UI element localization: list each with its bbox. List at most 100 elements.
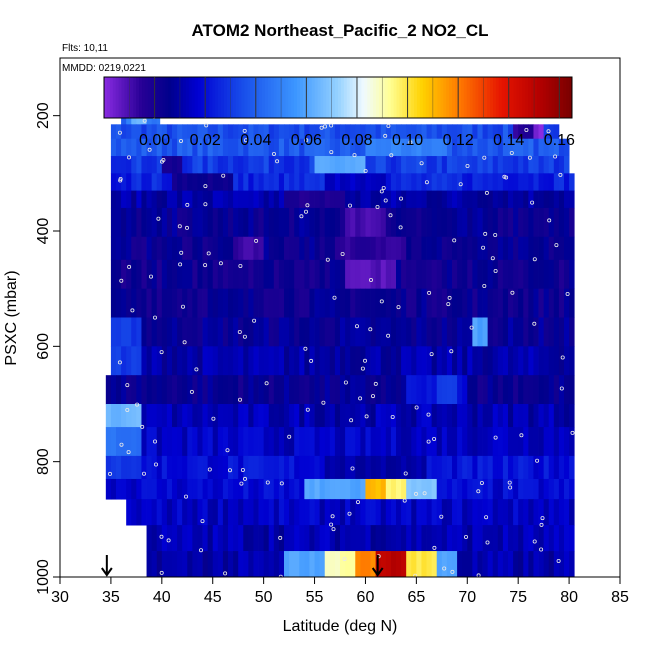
heatmap-cell <box>467 427 473 457</box>
heatmap-cell <box>253 207 259 238</box>
colorbar-swatch <box>218 77 222 118</box>
heatmap-cell <box>319 138 326 157</box>
heatmap-cell <box>146 190 153 209</box>
heatmap-cell <box>553 124 560 140</box>
heatmap-cell <box>309 317 315 347</box>
sample-marker <box>429 352 434 357</box>
sample-marker <box>540 516 545 521</box>
x-tick-label: 65 <box>407 589 425 606</box>
heatmap-cell <box>436 427 443 457</box>
sample-marker <box>485 540 490 545</box>
heatmap-cell <box>172 525 178 552</box>
heatmap-cell <box>334 346 341 376</box>
heatmap-cell <box>416 236 422 261</box>
sample-marker <box>152 439 157 444</box>
heatmap-cell <box>309 525 315 552</box>
heatmap-cell <box>345 478 351 500</box>
colorbar-swatch <box>153 77 158 118</box>
heatmap-cell <box>569 317 575 347</box>
heatmap-cell <box>558 404 565 428</box>
heatmap-cell <box>472 236 478 261</box>
heatmap-cell <box>177 236 183 261</box>
heatmap-cell <box>324 207 331 238</box>
heatmap-cell <box>452 190 458 209</box>
colorbar-swatch <box>250 77 254 118</box>
heatmap-cell <box>543 478 550 500</box>
heatmap-cell <box>187 551 193 578</box>
heatmap-cell <box>462 455 468 480</box>
heatmap-cell <box>304 317 310 347</box>
heatmap-cell <box>385 317 392 347</box>
heatmap-cell <box>401 317 407 347</box>
heatmap-cell <box>319 190 326 209</box>
x-axis-label: Latitude (deg N) <box>283 618 398 635</box>
heatmap-cell <box>365 259 371 290</box>
heatmap-cell <box>508 317 514 347</box>
heatmap-cell <box>380 478 387 500</box>
heatmap-cell <box>497 236 504 261</box>
heatmap-cell <box>187 455 193 480</box>
heatmap-cell <box>360 427 366 457</box>
heatmap-cell <box>538 288 545 318</box>
heatmap-cell <box>436 207 443 238</box>
heatmap-cell <box>187 375 193 405</box>
heatmap-cell <box>569 455 575 480</box>
heatmap-cell <box>553 346 560 376</box>
sample-marker <box>368 277 373 282</box>
heatmap-cell <box>299 173 305 192</box>
marker-arrows-layer <box>101 555 384 577</box>
heatmap-cell <box>365 190 371 209</box>
sample-marker <box>127 264 132 269</box>
heatmap-cell <box>141 173 147 192</box>
heatmap-cell <box>355 259 361 290</box>
heatmap-cell <box>436 156 443 174</box>
heatmap-cell <box>426 317 433 347</box>
heatmap-cell <box>233 207 239 238</box>
heatmap-cell <box>156 288 163 318</box>
heatmap-cell <box>345 173 351 192</box>
colorbar-swatch <box>226 77 231 118</box>
sample-marker <box>242 334 247 339</box>
heatmap-cell <box>345 404 351 428</box>
heatmap-cell <box>309 427 315 457</box>
heatmap-cell <box>477 551 483 578</box>
sample-marker <box>211 416 216 421</box>
heatmap-cell <box>314 551 321 578</box>
heatmap-cell <box>538 190 545 209</box>
heatmap-cell <box>421 124 427 140</box>
heatmap-cell <box>508 124 514 140</box>
sample-marker <box>238 263 243 268</box>
sample-marker <box>342 557 347 562</box>
heatmap-cell <box>334 404 341 428</box>
heatmap-cell <box>518 427 524 457</box>
heatmap-cell <box>340 259 346 290</box>
colorbar-swatch <box>212 77 216 118</box>
heatmap-cell <box>192 427 198 457</box>
heatmap-cell <box>192 124 198 140</box>
heatmap-cell <box>350 207 356 238</box>
heatmap-cell <box>360 455 366 480</box>
heatmap-cell <box>263 375 270 405</box>
heatmap-cell <box>141 156 147 174</box>
heatmap-cell <box>151 317 158 347</box>
heatmap-cell <box>477 124 483 140</box>
heatmap-cell <box>446 124 453 140</box>
heatmap-cell <box>197 551 203 578</box>
heatmap-cell <box>523 138 529 157</box>
heatmap-cell <box>441 173 448 192</box>
heatmap-cell <box>416 455 422 480</box>
x-tick-label: 75 <box>509 589 527 606</box>
heatmap-cell <box>497 455 504 480</box>
heatmap-cell <box>355 317 361 347</box>
heatmap-cell <box>426 478 433 500</box>
heatmap-cell <box>350 259 356 290</box>
heatmap-cell <box>299 207 305 238</box>
sample-marker <box>452 238 457 243</box>
heatmap-cell <box>513 551 519 578</box>
heatmap-cell <box>233 138 239 157</box>
heatmap-cell <box>528 455 534 480</box>
heatmap-cell <box>482 259 489 290</box>
sample-marker <box>127 155 132 160</box>
heatmap-cell <box>146 404 153 428</box>
heatmap-cell <box>131 317 137 347</box>
